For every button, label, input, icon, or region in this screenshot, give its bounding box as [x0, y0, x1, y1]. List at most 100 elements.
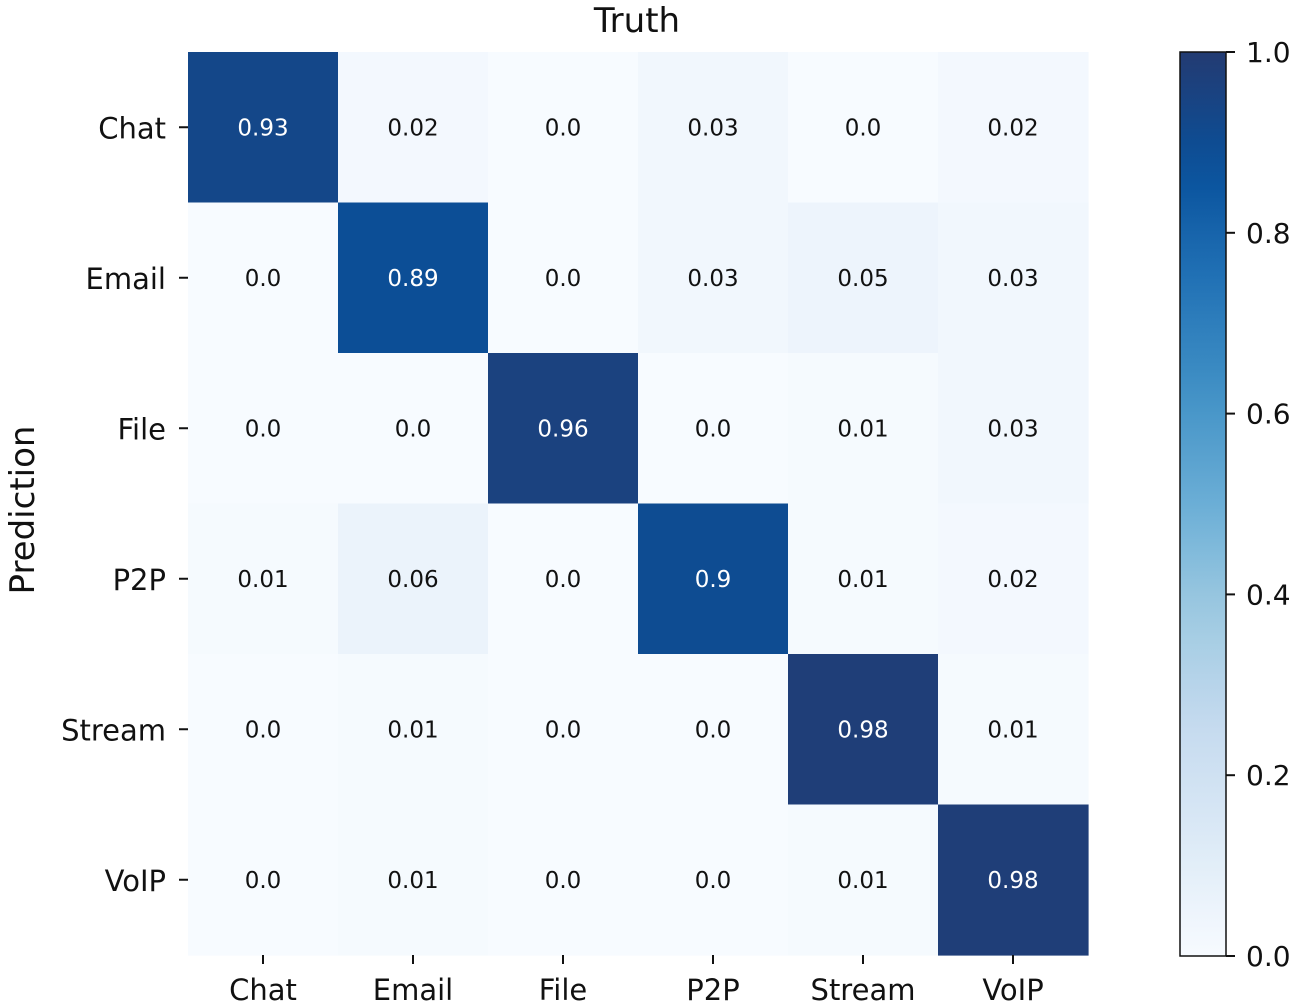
cell-value-label: 0.03 — [687, 266, 738, 292]
heatmap-cell-stream-file — [488, 654, 639, 806]
cell-value-label: 0.01 — [837, 868, 888, 894]
heatmap-cell-labels: 0.93 0.02 0.0 0.03 0.0 0.02 0.0 0.89 0.0 0.03 0.05… — [237, 115, 1038, 894]
cell-value-label: 0.0 — [245, 266, 282, 292]
heatmap-cell-voip-voip — [938, 804, 1089, 956]
colorbar-tick-label: 0.4 — [1246, 578, 1291, 611]
heatmap-cell-file-stream — [788, 353, 939, 505]
cell-value-label: 0.0 — [695, 717, 732, 743]
y-axis-ticks: Chat Email File P2P Stream VoIP — [61, 111, 188, 898]
colorbar-tick-label: 0.6 — [1246, 398, 1291, 431]
colorbar-gradient — [1179, 51, 1227, 957]
heatmap-cell-stream-p2p — [638, 654, 789, 806]
y-tick-label: VoIP — [105, 864, 166, 898]
x-tick-label: Stream — [811, 973, 916, 1005]
heatmap-cell-voip-p2p — [638, 804, 789, 956]
heatmap-cell-stream-email — [338, 654, 489, 806]
heatmap-cell-p2p-stream — [788, 503, 939, 655]
cell-value-label: 0.89 — [387, 266, 438, 292]
y-tick-label: P2P — [113, 563, 166, 597]
heatmap-cell-file-email — [338, 353, 489, 505]
y-tick-label: Email — [86, 262, 166, 296]
x-axis-ticks: Chat Email File P2P Stream VoIP — [229, 955, 1044, 1005]
heatmap-cell-file-chat — [188, 353, 339, 505]
y-axis-label: Prediction — [3, 426, 43, 595]
heatmap-cell-chat-email — [338, 52, 489, 204]
cell-value-label: 0.0 — [545, 868, 582, 894]
cell-value-label: 0.0 — [695, 416, 732, 442]
heatmap-cell-chat-file — [488, 52, 639, 204]
heatmap-cell-p2p-voip — [938, 503, 1089, 655]
cell-value-label: 0.02 — [987, 115, 1038, 141]
colorbar: 0.0 0.2 0.4 0.6 0.8 1.0 — [1179, 36, 1291, 973]
heatmap-cell-voip-email — [338, 804, 489, 956]
heatmap-cell-email-chat — [188, 202, 339, 354]
colorbar-ticks: 0.0 0.2 0.4 0.6 0.8 1.0 — [1226, 36, 1291, 973]
y-tick-label: Chat — [98, 111, 166, 145]
y-tick-label: Stream — [61, 713, 166, 747]
cell-value-label: 0.0 — [845, 115, 882, 141]
colorbar-tick-label: 0.2 — [1246, 759, 1291, 792]
cell-value-label: 0.01 — [387, 868, 438, 894]
cell-value-label: 0.03 — [687, 115, 738, 141]
heatmap-cell-voip-chat — [188, 804, 339, 956]
cell-value-label: 0.01 — [987, 717, 1038, 743]
x-tick-label: Email — [373, 973, 453, 1005]
heatmap-cell-chat-chat — [188, 52, 339, 204]
cell-value-label: 0.06 — [387, 567, 438, 593]
heatmap-cell-email-file — [488, 202, 639, 354]
cell-value-label: 0.0 — [545, 717, 582, 743]
heatmap-cell-p2p-chat — [188, 503, 339, 655]
colorbar-tick-label: 0.8 — [1246, 217, 1291, 250]
cell-value-label: 0.0 — [245, 717, 282, 743]
heatmap-cell-p2p-email — [338, 503, 489, 655]
cell-value-label: 0.96 — [537, 416, 588, 442]
heatmap-cell-email-voip — [938, 202, 1089, 354]
cell-value-label: 0.01 — [237, 567, 288, 593]
cell-value-label: 0.01 — [837, 416, 888, 442]
heatmap-cells — [188, 52, 1089, 956]
cell-value-label: 0.01 — [387, 717, 438, 743]
cell-value-label: 0.0 — [545, 115, 582, 141]
cell-value-label: 0.98 — [837, 717, 888, 743]
cell-value-label: 0.0 — [395, 416, 432, 442]
cell-value-label: 0.03 — [987, 416, 1038, 442]
heatmap-cell-stream-stream — [788, 654, 939, 806]
cell-value-label: 0.0 — [545, 567, 582, 593]
cell-value-label: 0.02 — [987, 567, 1038, 593]
cell-value-label: 0.01 — [837, 567, 888, 593]
x-tick-label: VoIP — [982, 973, 1043, 1005]
heatmap-cell-file-voip — [938, 353, 1089, 505]
y-tick-label: File — [117, 412, 166, 446]
cell-value-label: 0.03 — [987, 266, 1038, 292]
cell-value-label: 0.05 — [837, 266, 888, 292]
cell-value-label: 0.02 — [387, 115, 438, 141]
heatmap-cell-chat-stream — [788, 52, 939, 204]
cell-value-label: 0.9 — [695, 567, 732, 593]
cell-value-label: 0.0 — [245, 868, 282, 894]
heatmap-cell-email-email — [338, 202, 489, 354]
heatmap-cell-stream-chat — [188, 654, 339, 806]
heatmap-cell-file-file — [488, 353, 639, 505]
x-tick-label: Chat — [229, 973, 297, 1005]
colorbar-tick-label: 1.0 — [1246, 36, 1291, 69]
heatmap-cell-file-p2p — [638, 353, 789, 505]
heatmap-cell-p2p-file — [488, 503, 639, 655]
heatmap-cell-voip-stream — [788, 804, 939, 956]
cell-value-label: 0.0 — [545, 266, 582, 292]
cell-value-label: 0.93 — [237, 115, 288, 141]
heatmap-cell-chat-voip — [938, 52, 1089, 204]
heatmap-cell-voip-file — [488, 804, 639, 956]
cell-value-label: 0.0 — [245, 416, 282, 442]
cell-value-label: 0.98 — [987, 868, 1038, 894]
colorbar-tick-label: 0.0 — [1246, 940, 1291, 973]
heatmap-cell-chat-p2p — [638, 52, 789, 204]
heatmap-cell-p2p-p2p — [638, 503, 789, 655]
heatmap-cell-email-stream — [788, 202, 939, 354]
cell-value-label: 0.0 — [695, 868, 732, 894]
heatmap-cell-stream-voip — [938, 654, 1089, 806]
x-tick-label: File — [539, 973, 588, 1005]
x-tick-label: P2P — [686, 973, 739, 1005]
heatmap-cell-email-p2p — [638, 202, 789, 354]
chart-title: Truth — [593, 1, 680, 41]
